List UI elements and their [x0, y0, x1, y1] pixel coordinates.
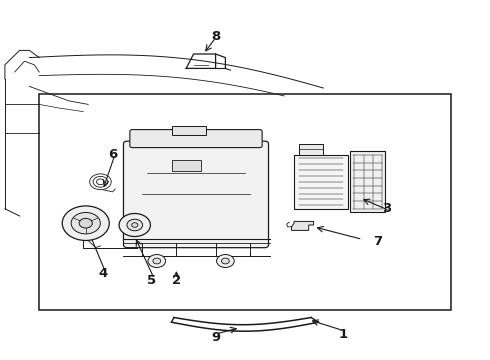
Bar [350, 151, 385, 212]
Text: 1: 1 [339, 328, 347, 341]
Circle shape [132, 223, 138, 227]
Bar [172, 126, 206, 135]
Circle shape [79, 219, 92, 228]
Circle shape [71, 212, 100, 234]
Circle shape [153, 258, 161, 264]
FancyBboxPatch shape [130, 130, 262, 148]
Bar [172, 160, 201, 171]
Bar [39, 94, 451, 310]
Circle shape [127, 219, 143, 231]
Bar [294, 155, 348, 209]
Text: 7: 7 [373, 235, 382, 248]
FancyBboxPatch shape [123, 141, 269, 248]
Circle shape [62, 206, 109, 240]
Text: 4: 4 [98, 267, 107, 280]
Circle shape [119, 213, 150, 237]
Circle shape [148, 255, 166, 267]
Text: 5: 5 [147, 274, 156, 287]
Text: 8: 8 [211, 30, 220, 42]
Circle shape [217, 255, 234, 267]
Polygon shape [292, 221, 314, 230]
Circle shape [221, 258, 229, 264]
Text: 6: 6 [108, 148, 117, 161]
Text: 9: 9 [211, 331, 220, 344]
Text: 3: 3 [383, 202, 392, 215]
Text: 2: 2 [172, 274, 181, 287]
Bar [299, 144, 323, 155]
